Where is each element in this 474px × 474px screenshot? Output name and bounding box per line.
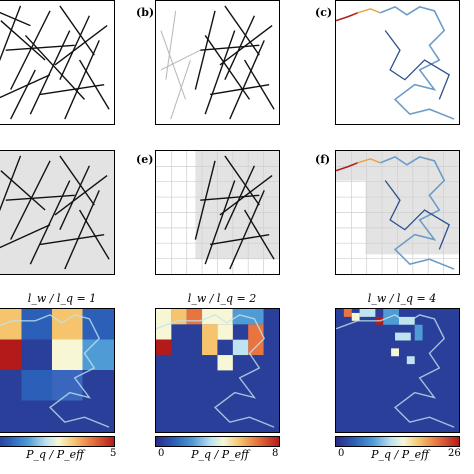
panel-label-f: (f) [315, 153, 331, 166]
heatmap-3 [336, 309, 455, 428]
panel-d [0, 150, 115, 275]
colorbar-2-min: 0 [158, 448, 165, 459]
colorbar-3-label: P_q / P_eff [371, 448, 429, 461]
colorbar-1-label: P_q / P_eff [26, 448, 84, 461]
ratio-title-3: l_w / l_q = 4 [367, 292, 437, 305]
heatmap-panel-1 [0, 308, 115, 433]
panel-a [0, 0, 115, 125]
colorbar-1 [0, 436, 115, 447]
heatmap-panel-2 [155, 308, 280, 433]
colorbar-2-label: P_q / P_eff [191, 448, 249, 461]
colorbar-3-min: 0 [338, 448, 345, 459]
panel-e [155, 150, 280, 275]
colorbar-2-max: 8 [272, 448, 279, 459]
heatmap-panel-3 [335, 308, 460, 433]
panel-label-e: (e) [136, 153, 154, 166]
colorbar-1-max: 5 [110, 448, 117, 459]
panel-f [335, 150, 460, 275]
ratio-title-2: l_w / l_q = 2 [187, 292, 257, 305]
panel-label-b: (b) [136, 6, 155, 19]
panel-b [155, 0, 280, 125]
colorbar-3 [335, 436, 460, 447]
panel-c [335, 0, 460, 125]
grid-network-e [156, 151, 279, 274]
heatmap-2 [156, 309, 275, 428]
panel-label-c: (c) [315, 6, 333, 19]
heatmap-1 [0, 309, 114, 428]
colorbar-2 [155, 436, 280, 447]
fiber-network-a [0, 5, 110, 120]
conduction-path-c [336, 6, 455, 120]
ratio-title-1: l_w / l_q = 1 [27, 292, 97, 305]
fiber-network-d [0, 155, 110, 270]
fiber-network-b [160, 5, 275, 120]
grid-path-f [336, 151, 459, 274]
colorbar-3-max: 26 [448, 448, 461, 459]
